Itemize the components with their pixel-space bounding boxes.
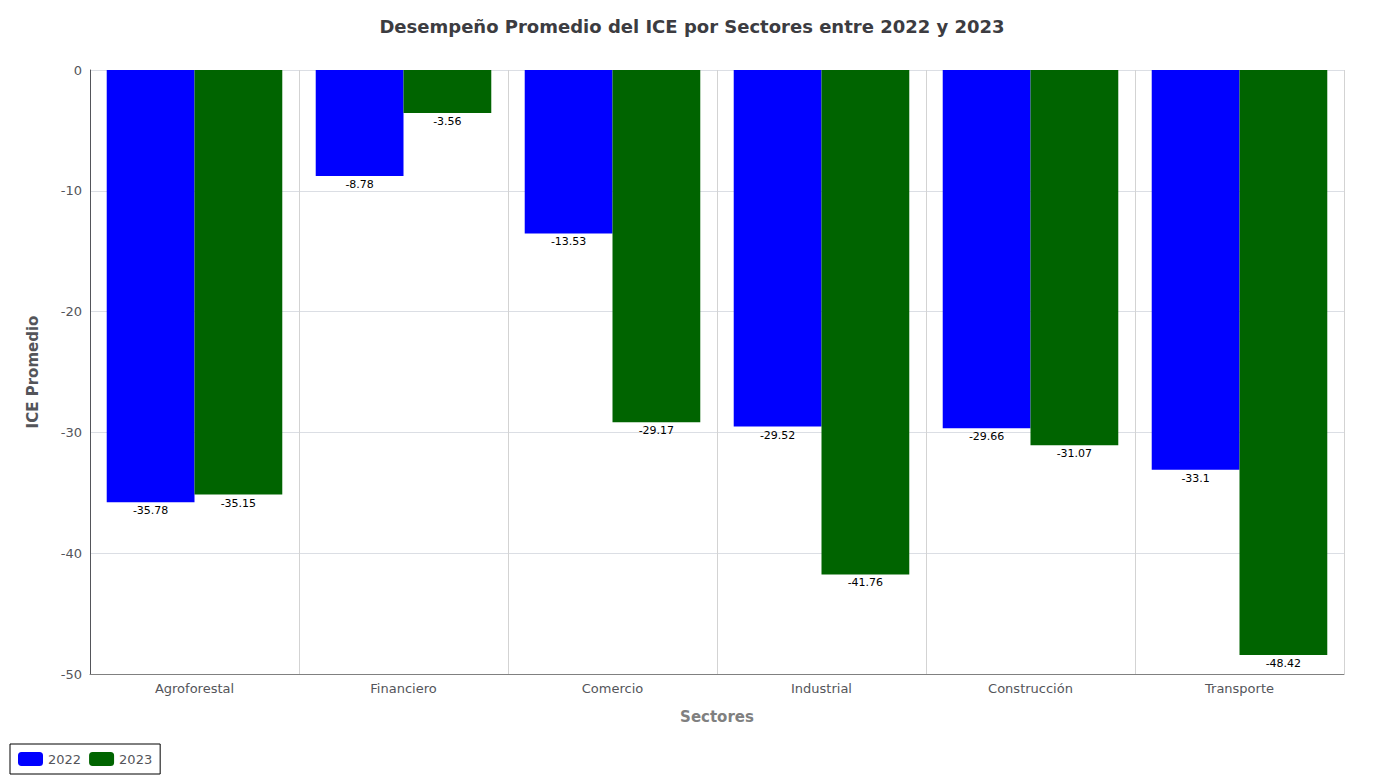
svg-text:-35.78: -35.78 bbox=[133, 504, 168, 517]
svg-text:-48.42: -48.42 bbox=[1266, 657, 1301, 670]
svg-text:Industrial: Industrial bbox=[791, 681, 852, 696]
svg-text:-35.15: -35.15 bbox=[221, 497, 256, 510]
svg-text:Agroforestal: Agroforestal bbox=[155, 681, 234, 696]
svg-text:Transporte: Transporte bbox=[1204, 681, 1274, 696]
svg-text:-30: -30 bbox=[61, 425, 82, 440]
svg-text:Desempeño Promedio del ICE por: Desempeño Promedio del ICE por Sectores … bbox=[379, 16, 1004, 37]
svg-text:-10: -10 bbox=[61, 183, 82, 198]
svg-text:-33.1: -33.1 bbox=[1181, 472, 1209, 485]
svg-text:2022: 2022 bbox=[48, 752, 81, 767]
svg-text:2023: 2023 bbox=[119, 752, 152, 767]
svg-text:-29.52: -29.52 bbox=[760, 429, 795, 442]
svg-text:-31.07: -31.07 bbox=[1057, 447, 1092, 460]
svg-text:ICE Promedio: ICE Promedio bbox=[24, 316, 42, 429]
svg-text:Financiero: Financiero bbox=[370, 681, 436, 696]
svg-text:Comercio: Comercio bbox=[582, 681, 644, 696]
svg-text:-3.56: -3.56 bbox=[433, 115, 461, 128]
svg-text:-40: -40 bbox=[61, 546, 82, 561]
svg-text:-41.76: -41.76 bbox=[848, 576, 883, 589]
svg-text:0: 0 bbox=[74, 63, 82, 78]
svg-text:Sectores: Sectores bbox=[680, 708, 754, 726]
svg-text:-29.66: -29.66 bbox=[969, 430, 1004, 443]
svg-text:-13.53: -13.53 bbox=[551, 235, 586, 248]
svg-text:-8.78: -8.78 bbox=[345, 178, 373, 191]
svg-text:-20: -20 bbox=[61, 304, 82, 319]
svg-text:Construcción: Construcción bbox=[988, 681, 1073, 696]
svg-text:-50: -50 bbox=[61, 667, 82, 682]
svg-text:-29.17: -29.17 bbox=[639, 424, 674, 437]
